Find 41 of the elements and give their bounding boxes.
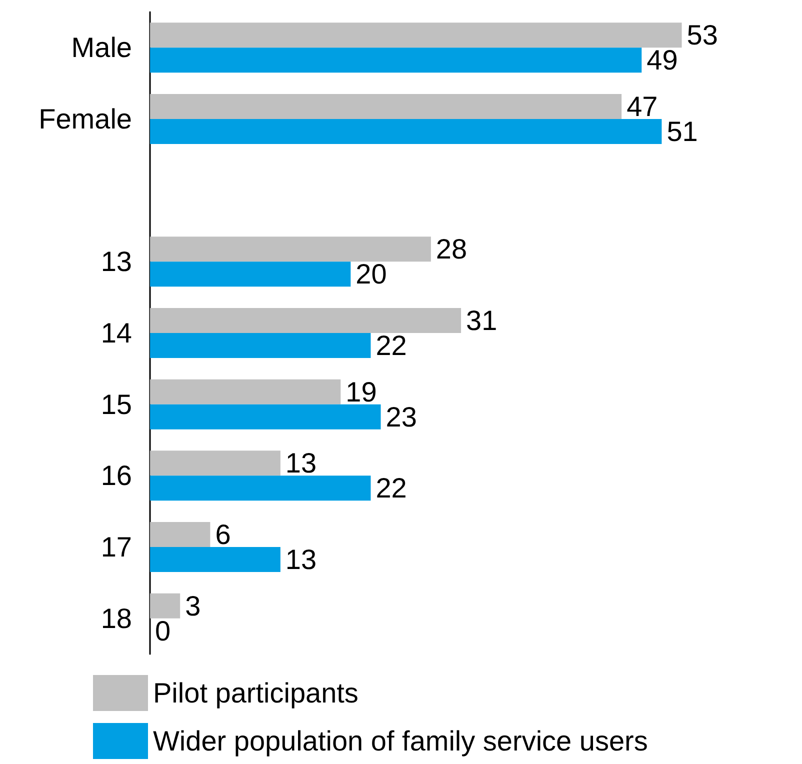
bar	[150, 547, 280, 572]
bar	[150, 48, 642, 73]
data-label: 20	[356, 258, 387, 290]
data-label: 49	[646, 44, 678, 76]
data-label: 13	[285, 448, 317, 479]
y-tick-label: 13	[100, 246, 132, 278]
data-label: 23	[386, 401, 417, 432]
y-tick-label: Male	[71, 32, 132, 64]
data-label: 3	[185, 590, 201, 622]
data-label: 6	[215, 519, 231, 550]
data-label: 0	[155, 615, 171, 646]
data-label: 19	[346, 376, 377, 408]
y-tick-label: Female	[38, 104, 132, 134]
data-label: 13	[285, 544, 317, 575]
data-label: 47	[626, 91, 658, 122]
y-tick-label: 16	[100, 460, 132, 492]
bar	[150, 22, 682, 48]
bar	[150, 379, 341, 404]
bar	[150, 262, 351, 287]
bar	[150, 476, 371, 501]
bar	[150, 308, 462, 333]
bar	[150, 119, 662, 144]
y-tick-label: 15	[100, 388, 132, 420]
data-label: 51	[666, 116, 698, 147]
bar	[150, 404, 381, 430]
y-tick-label: 18	[100, 602, 132, 634]
y-tick-label: 14	[100, 318, 132, 348]
bar	[150, 593, 180, 618]
data-label: 22	[376, 330, 407, 361]
legend-label: Wider population of family service users	[153, 726, 648, 756]
data-label: 28	[436, 234, 468, 265]
bar	[150, 236, 431, 262]
bar	[150, 94, 622, 119]
bar	[150, 333, 371, 358]
bar	[150, 450, 280, 476]
legend-label: Pilot participants	[153, 678, 358, 708]
data-label: 53	[686, 20, 718, 51]
bar	[150, 522, 210, 547]
data-label: 22	[376, 472, 407, 504]
y-tick-label: 17	[100, 532, 132, 562]
data-label: 31	[466, 305, 498, 336]
